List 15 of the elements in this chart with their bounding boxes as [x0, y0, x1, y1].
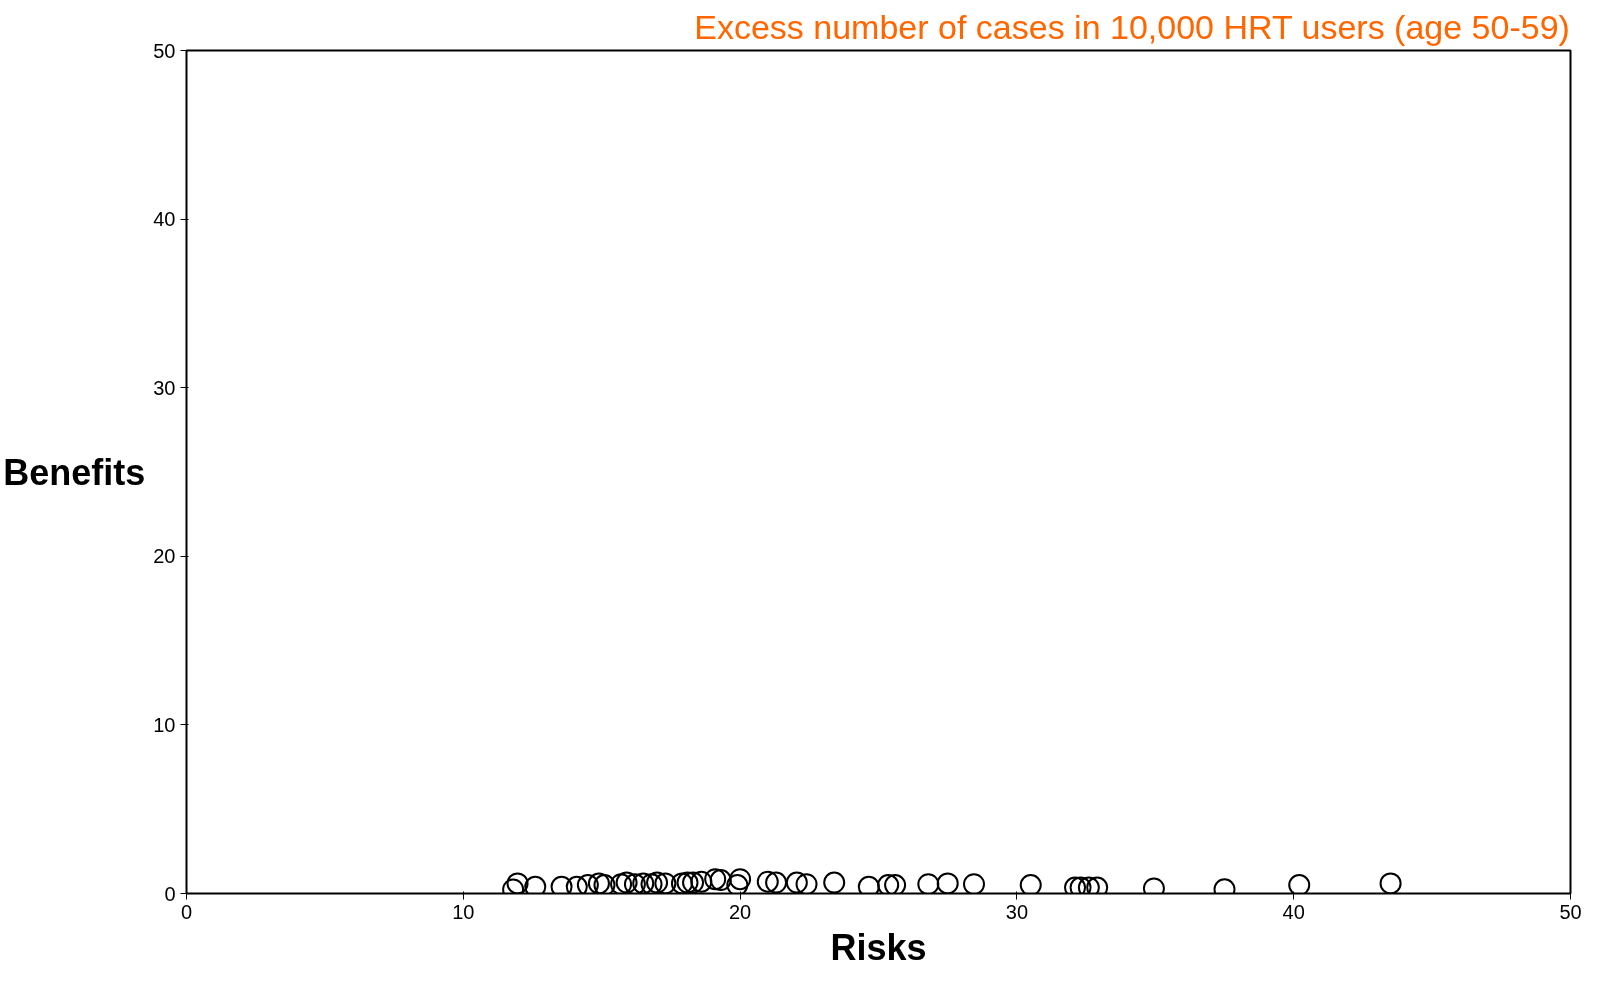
chart-title: Excess number of cases in 10,000 HRT users (age 50-59)	[694, 7, 1570, 46]
y-tick-label: 40	[153, 208, 176, 231]
y-tick-label: 50	[153, 39, 176, 62]
y-tick-label: 20	[153, 545, 176, 568]
x-tick-label: 50	[1559, 900, 1582, 923]
x-tick-label: 30	[1005, 900, 1029, 923]
y-axis-title: Benefits	[3, 451, 146, 493]
y-tick-label: 10	[153, 713, 176, 736]
x-axis-title: Risks	[830, 926, 927, 968]
x-tick-label: 10	[452, 900, 475, 923]
y-tick-label: 0	[164, 882, 176, 905]
x-tick-label: 0	[180, 900, 193, 923]
x-tick-label: 40	[1282, 900, 1305, 923]
x-tick-label: 20	[728, 900, 752, 923]
y-tick-label: 30	[153, 376, 176, 399]
